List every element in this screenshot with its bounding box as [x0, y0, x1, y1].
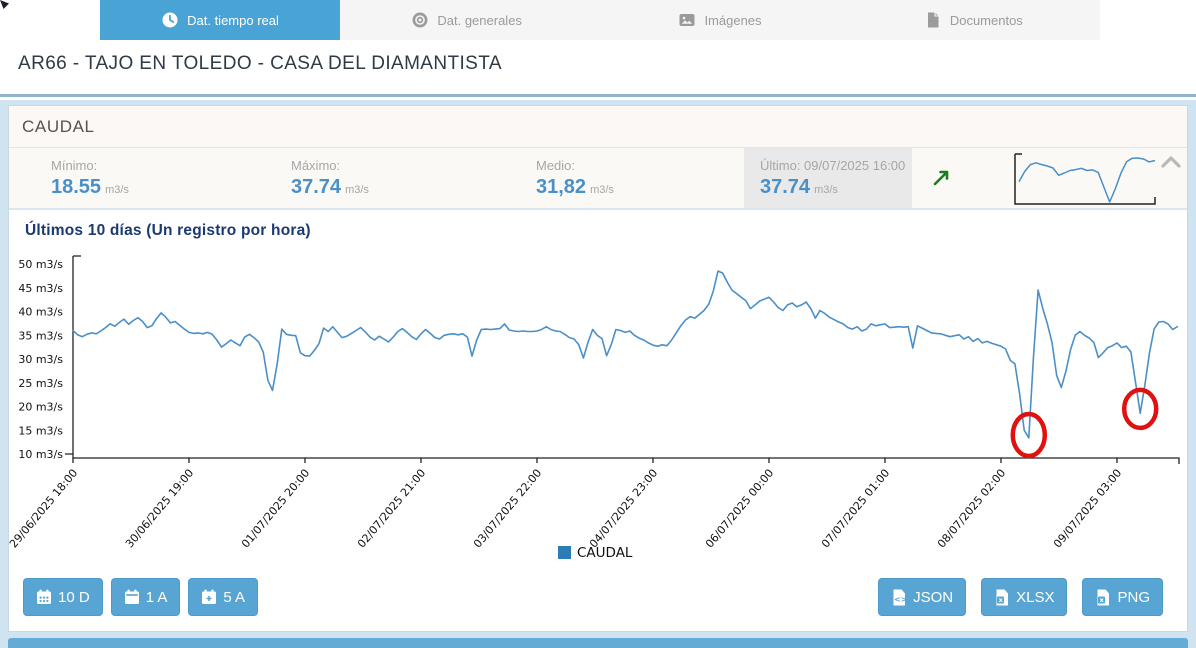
stat-unit: m3/s	[105, 184, 129, 196]
image-icon	[679, 14, 695, 26]
svg-text:02/07/2025 21:00: 02/07/2025 21:00	[355, 467, 428, 551]
tab-imagenes[interactable]: Imágenes	[593, 0, 846, 40]
svg-text:09/07/2025 03:00: 09/07/2025 03:00	[1051, 467, 1124, 551]
tab-label: Dat. tiempo real	[187, 12, 279, 28]
svg-text:07/07/2025 01:00: 07/07/2025 01:00	[819, 467, 892, 551]
stat-value: 37.74	[291, 176, 342, 198]
button-label: 5 A	[223, 588, 246, 606]
button-label: PNG	[1117, 588, 1150, 606]
tab-label: Dat. generales	[437, 12, 522, 28]
file-spreadsheet-icon: x	[996, 589, 1009, 605]
calendar-days-icon	[37, 589, 51, 604]
panel-title: CAUDAL	[22, 116, 95, 136]
svg-text:x: x	[1100, 596, 1105, 604]
clock-icon	[162, 12, 178, 28]
svg-text:10 m3/s: 10 m3/s	[18, 448, 63, 461]
svg-text:<>: <>	[894, 595, 907, 604]
svg-text:25 m3/s: 25 m3/s	[18, 377, 63, 390]
stat-unit: m3/s	[814, 184, 838, 196]
stat-maximo: Máximo: 37.74 m3/s	[291, 158, 369, 199]
sparkline	[1014, 153, 1156, 205]
stat-label: Medio:	[536, 158, 576, 173]
cursor-arrow	[0, 0, 9, 9]
disc-icon	[412, 12, 428, 28]
trend-up-arrow-icon	[933, 170, 949, 186]
svg-text:29/06/2025 18:00: 29/06/2025 18:00	[9, 467, 80, 551]
svg-text:40 m3/s: 40 m3/s	[18, 306, 63, 319]
flow-chart: 50 m3/s 45 m3/s 40 m3/s 35 m3/s 30 m3/s 25 m3…	[9, 255, 1180, 561]
stat-unit: m3/s	[345, 184, 369, 196]
svg-text:30/06/2025 19:00: 30/06/2025 19:00	[123, 467, 196, 551]
file-image-icon: x	[1097, 589, 1110, 605]
stat-label: Mínimo:	[51, 158, 98, 173]
export-xlsx-button[interactable]: x XLSX	[981, 578, 1068, 616]
svg-text:50 m3/s: 50 m3/s	[18, 258, 63, 271]
tab-label: Documentos	[949, 12, 1023, 28]
svg-text:45 m3/s: 45 m3/s	[18, 282, 63, 295]
svg-text:01/07/2025 20:00: 01/07/2025 20:00	[239, 467, 312, 551]
stat-value: 18.55	[51, 176, 102, 198]
range-buttons: 10 D 1 A 5 A	[23, 578, 259, 616]
stat-value: 37.74	[760, 176, 811, 198]
svg-text:08/07/2025 02:00: 08/07/2025 02:00	[935, 467, 1008, 551]
tab-documentos[interactable]: Documentos	[847, 0, 1100, 40]
calendar-icon	[124, 589, 139, 604]
page-title: AR66 - TAJO EN TOLEDO - CASA DEL DIAMANT…	[18, 53, 502, 74]
export-png-button[interactable]: x PNG	[1082, 578, 1163, 616]
button-label: XLSX	[1016, 588, 1055, 606]
svg-text:03/07/2025 22:00: 03/07/2025 22:00	[471, 467, 544, 551]
stat-label: Máximo:	[291, 158, 341, 173]
export-buttons: <> JSON x XLSX x PNG	[878, 578, 1163, 616]
calendar-plus-icon	[202, 589, 217, 604]
svg-text:x: x	[999, 596, 1004, 604]
file-code-icon: <>	[893, 589, 907, 605]
tab-label: Imágenes	[704, 12, 762, 28]
range-5a-button[interactable]: 5 A	[188, 578, 259, 616]
stat-minimo: Mínimo: 18.55 m3/s	[51, 158, 129, 199]
stat-unit: m3/s	[590, 184, 614, 196]
svg-text:15 m3/s: 15 m3/s	[18, 424, 63, 437]
tab-dat-tiempo-real[interactable]: Dat. tiempo real	[100, 0, 340, 40]
svg-text:35 m3/s: 35 m3/s	[18, 329, 63, 342]
tab-dat-generales[interactable]: Dat. generales	[340, 0, 593, 40]
range-1a-button[interactable]: 1 A	[110, 578, 181, 616]
title-bar: AR66 - TAJO EN TOLEDO - CASA DEL DIAMANT…	[0, 40, 1196, 97]
svg-text:04/07/2025 23:00: 04/07/2025 23:00	[587, 467, 660, 551]
svg-text:30 m3/s: 30 m3/s	[18, 353, 63, 366]
svg-text:CAUDAL: CAUDAL	[577, 545, 633, 561]
svg-text:20 m3/s: 20 m3/s	[18, 401, 63, 414]
button-label: 10 D	[58, 588, 90, 606]
svg-text:06/07/2025 00:00: 06/07/2025 00:00	[703, 467, 776, 551]
stat-value: 31,82	[536, 176, 587, 198]
document-icon	[927, 12, 939, 28]
stat-label: Último: 09/07/2025 16:00	[760, 158, 906, 173]
footer-bar	[8, 638, 1188, 648]
stat-medio: Medio: 31,82 m3/s	[536, 158, 614, 199]
chevron-up-icon[interactable]	[1159, 154, 1183, 170]
tab-bar: Dat. tiempo real Dat. generales Imágenes	[100, 0, 1100, 40]
caudal-panel: CAUDAL Mínimo: 18.55 m3/s Máximo: 37.74 m3…	[8, 105, 1188, 632]
stat-ultimo: Último: 09/07/2025 16:00 37.74 m3/s	[744, 148, 912, 208]
stats-row: Mínimo: 18.55 m3/s Máximo: 37.74 m3/s Medi…	[9, 148, 1187, 210]
panel-header: CAUDAL	[9, 106, 1187, 148]
button-label: JSON	[913, 588, 954, 606]
button-label: 1 A	[145, 588, 168, 606]
range-10d-button[interactable]: 10 D	[23, 578, 103, 616]
chart-title: Últimos 10 días (Un registro por hora)	[25, 222, 311, 239]
export-json-button[interactable]: <> JSON	[878, 578, 967, 616]
